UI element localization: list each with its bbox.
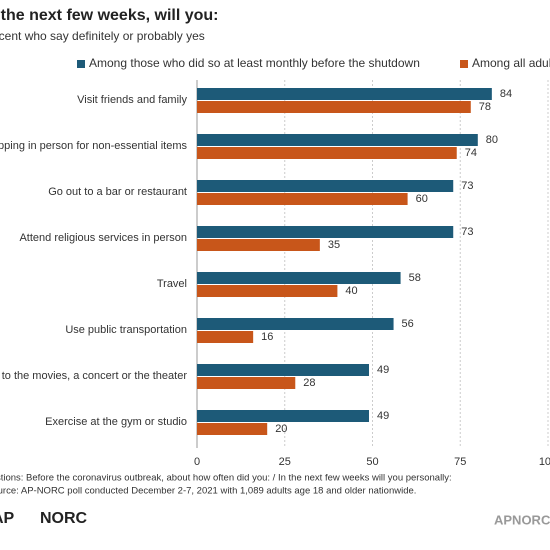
bar <box>197 285 338 297</box>
legend-swatch <box>77 60 85 68</box>
legend-label: Among those who did so at least monthly … <box>89 56 420 70</box>
value-label: 56 <box>402 318 414 330</box>
value-label: 80 <box>486 134 498 146</box>
legend-swatch <box>460 60 468 68</box>
y-tick-label: Exercise at the gym or studio <box>45 416 187 428</box>
bar <box>197 193 408 205</box>
bar <box>197 134 478 146</box>
chart-title: In the next few weeks, will you: <box>0 7 219 24</box>
value-label: 73 <box>461 226 473 238</box>
y-tick-label: Go to the movies, a concert or the theat… <box>0 370 187 382</box>
value-label: 28 <box>303 377 315 389</box>
x-tick-label: 50 <box>366 456 378 468</box>
bar <box>197 101 471 113</box>
x-tick-label: 100 <box>539 456 550 468</box>
note: Source: AP-NORC poll conducted December … <box>0 486 416 497</box>
bar <box>197 318 394 330</box>
y-tick-label: Attend religious services in person <box>19 232 187 244</box>
bar <box>197 331 254 343</box>
bar <box>197 239 320 251</box>
bar <box>197 364 369 376</box>
bar <box>197 410 369 422</box>
x-tick-label: 25 <box>279 456 291 468</box>
value-label: 35 <box>328 239 340 251</box>
value-label: 74 <box>465 147 477 159</box>
bar <box>197 272 401 284</box>
value-label: 49 <box>377 364 389 376</box>
value-label: 78 <box>479 101 491 113</box>
value-label: 49 <box>377 410 389 422</box>
x-tick-label: 0 <box>194 456 200 468</box>
value-label: 40 <box>345 285 357 297</box>
logo: AP <box>0 510 15 527</box>
y-tick-label: Visit friends and family <box>77 94 187 106</box>
y-tick-label: Go out to a bar or restaurant <box>48 186 187 198</box>
value-label: 20 <box>275 423 287 435</box>
bar <box>197 423 268 435</box>
y-tick-label: Travel <box>157 278 187 290</box>
value-label: 73 <box>461 180 473 192</box>
note: Questions: Before the coronavirus outbre… <box>0 473 452 484</box>
bar <box>197 180 454 192</box>
value-label: 84 <box>500 88 512 100</box>
y-tick-label: Go shopping in person for non-essential … <box>0 140 187 152</box>
legend-label: Among all adults <box>472 56 550 70</box>
bar <box>197 147 457 159</box>
value-label: 58 <box>409 272 421 284</box>
value-label: 60 <box>416 193 428 205</box>
bar <box>197 377 296 389</box>
logo: NORC <box>40 510 88 527</box>
x-tick-label: 75 <box>454 456 466 468</box>
y-tick-label: Use public transportation <box>65 324 187 336</box>
value-label: 16 <box>261 331 273 343</box>
chart-subtitle: Percent who say definitely or probably y… <box>0 29 205 43</box>
logo: APNORC.org <box>494 512 550 527</box>
bar <box>197 226 454 238</box>
bar <box>197 88 492 100</box>
